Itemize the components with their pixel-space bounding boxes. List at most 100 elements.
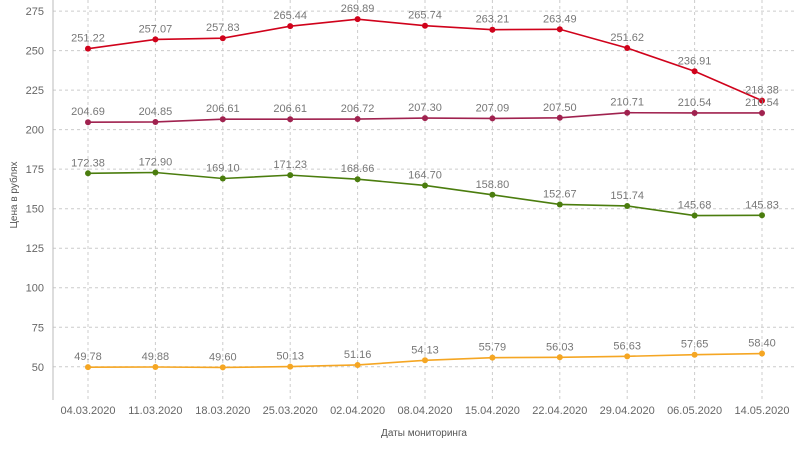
data-label: 158.80 <box>476 179 510 191</box>
y-tick-label: 175 <box>26 164 44 176</box>
data-label: 236.91 <box>678 55 712 67</box>
data-point <box>152 169 159 176</box>
data-label: 151.74 <box>610 190 644 202</box>
data-label: 49.60 <box>209 351 237 363</box>
data-point <box>691 68 698 75</box>
data-label: 54.13 <box>411 344 439 356</box>
x-ticks: 04.03.2020 11.03.2020 18.03.2020 25.03.2020… <box>60 405 789 417</box>
x-tick-label: 22.04.2020 <box>532 405 587 417</box>
data-point <box>354 176 361 183</box>
data-label: 257.83 <box>206 22 240 34</box>
data-point <box>354 16 361 23</box>
data-label: 210.71 <box>610 97 644 109</box>
data-point <box>759 97 765 104</box>
data-point <box>354 116 361 123</box>
data-point <box>489 191 496 198</box>
data-point <box>354 361 361 368</box>
data-point <box>759 212 765 219</box>
y-tick-label: 250 <box>26 46 44 58</box>
data-label: 251.22 <box>71 33 105 45</box>
data-label: 168.66 <box>341 163 375 175</box>
x-tick-label: 06.05.2020 <box>667 405 722 417</box>
x-axis-title: Даты мониторинга <box>381 428 467 439</box>
y-tick-label: 225 <box>26 85 44 97</box>
data-label: 172.90 <box>139 156 173 168</box>
data-point <box>489 26 496 33</box>
data-point <box>422 357 428 364</box>
data-point <box>759 109 765 116</box>
data-label: 204.69 <box>71 106 105 118</box>
x-tick-label: 08.04.2020 <box>397 405 452 417</box>
data-point <box>85 119 91 126</box>
data-label: 265.44 <box>273 10 307 22</box>
data-point <box>489 115 496 122</box>
data-point <box>219 364 226 371</box>
x-tick-label: 18.03.2020 <box>195 405 250 417</box>
y-tick-label: 50 <box>32 362 44 374</box>
data-label: 263.21 <box>476 14 510 26</box>
y-tick-label: 125 <box>26 243 44 255</box>
data-point <box>422 115 428 122</box>
data-label: 57.65 <box>681 339 709 351</box>
data-label: 49.88 <box>142 351 170 363</box>
data-point <box>287 172 294 179</box>
data-label: 210.54 <box>745 97 779 109</box>
data-label: 218.38 <box>745 85 779 97</box>
y-tick-label: 75 <box>32 322 44 334</box>
data-label: 210.54 <box>678 97 712 109</box>
x-tick-label: 25.03.2020 <box>263 405 318 417</box>
data-point <box>691 109 698 116</box>
y-tick-label: 100 <box>26 283 44 295</box>
data-label: 152.67 <box>543 188 577 200</box>
data-label: 204.85 <box>139 106 173 118</box>
x-tick-label: 14.05.2020 <box>734 405 789 417</box>
data-label: 251.62 <box>610 32 644 44</box>
data-label: 265.74 <box>408 10 442 22</box>
data-point <box>287 116 294 123</box>
data-point <box>287 363 294 370</box>
data-label: 206.72 <box>341 103 375 115</box>
data-point <box>691 212 698 219</box>
x-tick-label: 04.03.2020 <box>60 405 115 417</box>
data-point <box>219 35 226 42</box>
data-point <box>219 116 226 123</box>
series-red: 251.22 257.07 257.83 265.44 269.89 265.74 263.… <box>71 3 779 104</box>
data-point <box>85 170 91 177</box>
data-point <box>556 114 563 121</box>
y-axis-title: Цена в рублях <box>8 161 20 228</box>
data-point <box>152 36 159 43</box>
data-point <box>85 45 91 52</box>
x-tick-label: 11.03.2020 <box>128 405 182 417</box>
data-label: 55.79 <box>479 342 507 354</box>
data-label: 164.70 <box>408 169 442 181</box>
data-label: 145.83 <box>745 199 779 211</box>
data-label: 171.23 <box>273 159 307 171</box>
data-label: 257.07 <box>139 23 173 35</box>
data-point <box>219 175 226 182</box>
data-point <box>287 23 294 30</box>
data-point <box>422 182 428 189</box>
data-label: 206.61 <box>206 103 240 115</box>
data-point <box>85 364 91 371</box>
data-label: 56.63 <box>613 340 641 352</box>
data-point <box>556 201 563 208</box>
data-point <box>624 109 631 116</box>
data-point <box>556 354 563 361</box>
data-label: 56.03 <box>546 341 574 353</box>
series-orange: 49.78 49.88 49.60 50.13 51.16 54.13 55.79 56.03… <box>74 338 776 371</box>
data-label: 207.30 <box>408 102 442 114</box>
y-ticks: 50 75 100 125 150 175 200 225 250 275 <box>26 6 44 374</box>
data-label: 263.49 <box>543 13 577 25</box>
data-point <box>691 351 698 358</box>
data-label: 145.68 <box>678 200 712 212</box>
data-point <box>489 354 496 361</box>
series-purple: 204.69 204.85 206.61 206.61 206.72 207.30 207.… <box>71 97 779 126</box>
grid <box>53 0 795 400</box>
series-group: 251.22 257.07 257.83 265.44 269.89 265.74 263.… <box>71 3 779 371</box>
x-tick-label: 29.04.2020 <box>600 405 655 417</box>
series-green: 172.38 172.90 169.10 171.23 168.66 164.70 158.… <box>71 156 779 219</box>
data-label: 207.50 <box>543 102 577 114</box>
data-point <box>759 350 765 357</box>
data-point <box>624 353 631 360</box>
